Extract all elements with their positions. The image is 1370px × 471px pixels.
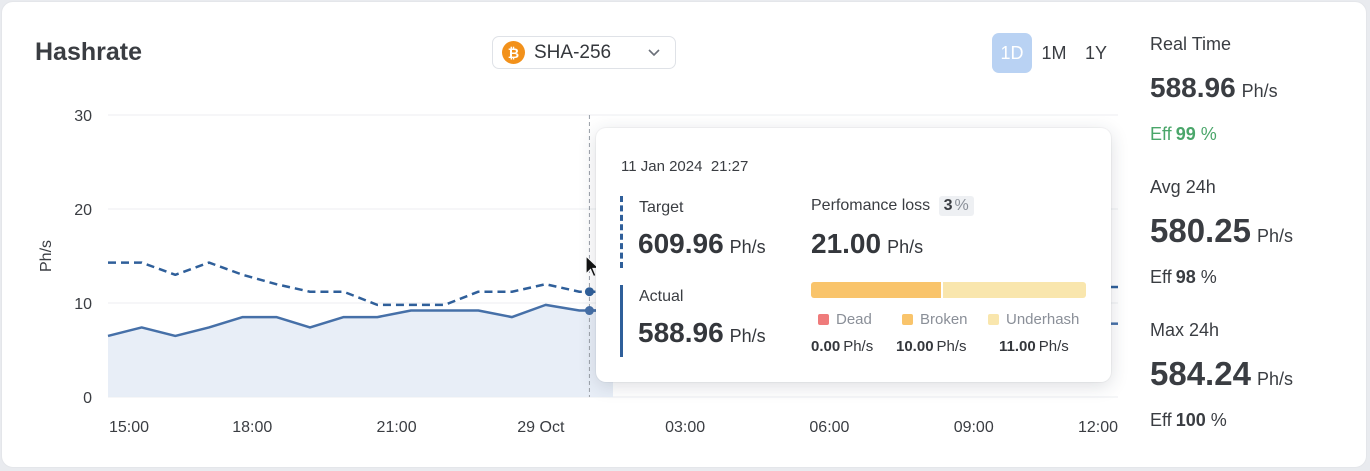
target-line [108, 261, 613, 307]
target-point [584, 287, 594, 297]
chevron-down-icon [648, 49, 660, 57]
x-tick-label: 15:00 [109, 419, 149, 436]
max-24h-value: 584.24 Ph/s [1150, 355, 1293, 392]
target-label: Target [639, 199, 684, 216]
x-tick-label: 06:00 [809, 419, 849, 436]
legend-dead: Dead [818, 311, 872, 328]
y-axis-label: Ph/s [38, 240, 55, 272]
x-tick-label: 09:00 [954, 419, 994, 436]
actual-line [107, 303, 613, 338]
target-value: 609.96 Ph/s [638, 228, 766, 259]
broken-value: 10.00 Ph/s [896, 338, 967, 355]
legend-broken: Broken [902, 311, 968, 328]
y-tick-label: 0 [83, 390, 92, 407]
x-tick-label: 03:00 [665, 419, 705, 436]
x-axis: 15:00 18:00 21:00 29 Oct 03:00 06:00 09:00 12:0… [109, 419, 1118, 436]
target-marker [620, 196, 623, 268]
x-tick-label: 29 Oct [517, 419, 565, 436]
actual-point [584, 306, 594, 316]
realtime-value: 588.96 Ph/s [1150, 72, 1278, 103]
dead-swatch [818, 314, 829, 325]
broken-swatch [902, 314, 913, 325]
avg-24h-label: Avg 24h [1150, 177, 1216, 197]
bitcoin-icon: ₿ [502, 41, 525, 64]
actual-label: Actual [639, 288, 684, 305]
legend-underhash: Underhash [988, 311, 1079, 328]
dead-value: 0.00 Ph/s [811, 338, 874, 355]
y-tick-label: 20 [74, 202, 92, 219]
loss-percent-badge: 3% [938, 196, 974, 216]
avg-24h-eff: Eff 98 % [1150, 267, 1217, 287]
x-tick-label: 18:00 [232, 419, 272, 436]
y-tick-label: 30 [74, 108, 92, 125]
loss-segment-underhash [942, 282, 1086, 298]
underhash-value: 11.00 Ph/s [999, 338, 1069, 355]
performance-loss-value: 21.00 Ph/s [811, 228, 924, 259]
range-1y-button[interactable]: 1Y [1084, 42, 1108, 63]
algorithm-select[interactable]: ₿ SHA-256 [492, 36, 676, 69]
loss-segment-broken [811, 282, 941, 298]
max-24h-eff: Eff 100 % [1150, 410, 1227, 430]
chart-tooltip: 11 Jan 2024 21:27 Target 609.96 Ph/s Actu… [596, 128, 1111, 382]
performance-loss-label: Perfomance loss 3% [811, 196, 974, 216]
max-24h-label: Max 24h [1150, 320, 1220, 340]
range-1m-button[interactable]: 1M [1041, 42, 1067, 63]
y-tick-label: 10 [74, 296, 92, 313]
avg-24h-value: 580.25 Ph/s [1150, 212, 1293, 249]
y-axis: 30 20 10 0 [74, 108, 92, 407]
range-tabs: 1D 1M 1Y [992, 33, 1118, 73]
x-tick-label: 21:00 [377, 419, 417, 436]
actual-marker [620, 285, 623, 357]
page-title: Hashrate [35, 38, 142, 66]
tooltip-datetime: 11 Jan 2024 21:27 [621, 158, 749, 175]
underhash-swatch [988, 314, 999, 325]
realtime-eff: Eff 99 % [1150, 124, 1217, 144]
x-tick-label: 12:00 [1078, 419, 1118, 436]
range-1d-button[interactable]: 1D [992, 33, 1032, 73]
algorithm-label: SHA-256 [534, 41, 612, 63]
loss-breakdown-bar [811, 282, 1086, 298]
series [107, 115, 1118, 397]
actual-area [108, 304, 613, 397]
realtime-label: Real Time [1150, 34, 1232, 54]
actual-value: 588.96 Ph/s [638, 317, 766, 348]
